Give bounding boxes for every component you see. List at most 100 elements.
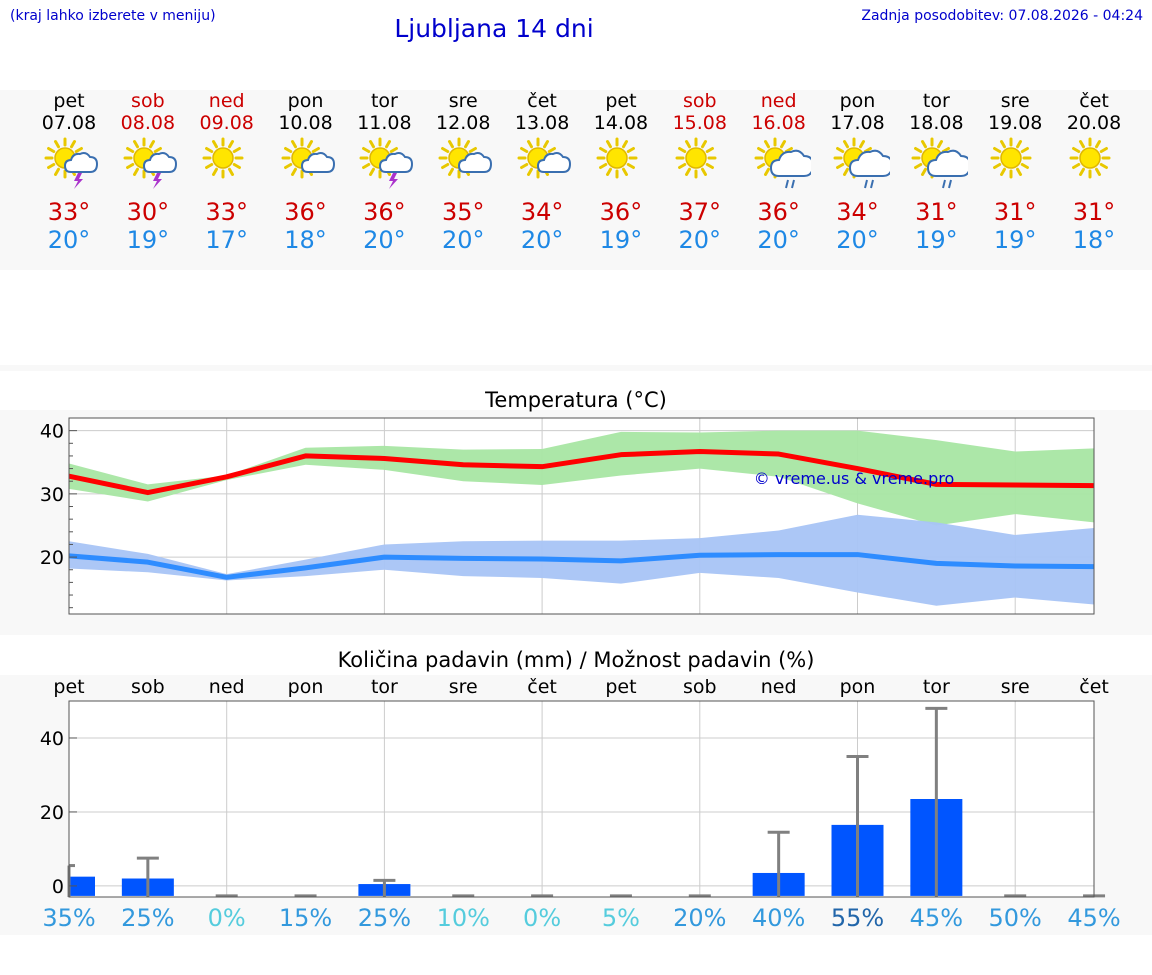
sun-icon xyxy=(987,136,1047,190)
min-temperature: 19° xyxy=(993,226,1037,254)
min-temperature: 18° xyxy=(1072,226,1116,254)
min-temperature: 20° xyxy=(363,226,406,254)
day-name: pon xyxy=(839,90,876,112)
sun-icon xyxy=(593,136,653,190)
min-temperature: 20° xyxy=(678,226,722,254)
max-temperature: 34° xyxy=(836,198,879,226)
y-tick-label: 20 xyxy=(40,547,64,569)
max-temperature: 33° xyxy=(47,198,91,226)
max-temperature: 31° xyxy=(1072,198,1116,226)
precipitation-probability: 10% xyxy=(436,904,490,932)
precipitation-probability: 35% xyxy=(42,904,96,932)
precipitation-probability: 20% xyxy=(673,904,727,932)
y-tick-label: 40 xyxy=(40,728,64,750)
sun-cloud-icon xyxy=(514,136,574,190)
precip-day-label: tor xyxy=(371,676,398,698)
sun-cloud-icon xyxy=(278,136,338,190)
min-temperature: 19° xyxy=(599,226,643,254)
day-name: čet xyxy=(527,90,557,112)
precipitation-probability: 25% xyxy=(121,904,175,932)
day-date: 07.08 xyxy=(41,112,97,134)
precipitation-probability: 15% xyxy=(278,904,333,932)
day-name: tor xyxy=(370,90,398,112)
min-temperature: 20° xyxy=(520,226,564,254)
sun-icon xyxy=(672,136,732,190)
sun-icon xyxy=(1066,136,1126,190)
day-date: 10.08 xyxy=(278,112,333,134)
last-updated: Zadnja posodobitev: 07.08.2026 - 04:24 xyxy=(861,8,1143,24)
temperature-plot-frame xyxy=(68,417,1095,615)
day-name: sob xyxy=(131,90,165,112)
page-title: Ljubljana 14 dni xyxy=(394,14,594,43)
precipitation-probability: 5% xyxy=(601,904,640,932)
max-temperature: 37° xyxy=(678,198,722,226)
day-name: pon xyxy=(287,90,324,112)
day-name: pet xyxy=(53,90,85,112)
sun-cloud-lightning-icon xyxy=(120,136,180,190)
precipitation-probability: 55% xyxy=(830,904,885,932)
precipitation-bar xyxy=(69,876,95,896)
temperature-chart-title: Temperatura (°C) xyxy=(485,388,667,412)
precip-day-label: sre xyxy=(449,676,478,698)
max-temperature: 36° xyxy=(757,198,800,226)
day-date: 16.08 xyxy=(751,112,806,134)
sun-cloud-icon xyxy=(435,136,495,190)
max-temperature: 31° xyxy=(993,198,1037,226)
max-temperature: 34° xyxy=(520,198,564,226)
precipitation-probability: 25% xyxy=(357,904,412,932)
precip-day-label: ned xyxy=(209,676,245,698)
day-date: 19.08 xyxy=(987,112,1043,134)
day-date: 13.08 xyxy=(514,112,570,134)
precipitation-probability: 50% xyxy=(988,904,1042,932)
precip-day-label: ned xyxy=(761,676,797,698)
precip-day-label: čet xyxy=(1079,676,1109,698)
precipitation-plot-frame xyxy=(68,700,1095,898)
min-temperature: 20° xyxy=(47,226,91,254)
max-temperature: 33° xyxy=(205,198,248,226)
day-name: tor xyxy=(922,90,950,112)
day-name: sre xyxy=(448,90,478,112)
precip-day-label: pon xyxy=(840,676,876,698)
day-date: 08.08 xyxy=(120,112,176,134)
day-name: ned xyxy=(208,90,245,112)
precip-day-label: pet xyxy=(53,676,84,698)
max-temperature: 36° xyxy=(599,198,643,226)
min-temperature: 20° xyxy=(836,226,879,254)
location-menu-hint: (kraj lahko izberete v meniju) xyxy=(10,8,216,24)
y-tick-label: 20 xyxy=(40,802,64,824)
precipitation-chart-title: Količina padavin (mm) / Možnost padavin … xyxy=(337,648,815,672)
y-tick-label: 0 xyxy=(52,876,64,898)
precip-day-label: sre xyxy=(1001,676,1030,698)
precip-day-label: sob xyxy=(683,676,717,698)
max-temperature: 31° xyxy=(915,198,958,226)
min-temperature-line xyxy=(68,552,1095,580)
sun-cloud-rain-icon xyxy=(830,136,893,190)
max-temperature-line xyxy=(68,449,1095,496)
min-temperature: 18° xyxy=(284,226,327,254)
sun-cloud-lightning-icon xyxy=(41,136,101,190)
day-name: ned xyxy=(760,90,797,112)
min-temperature: 19° xyxy=(126,226,170,254)
precip-day-label: pon xyxy=(288,676,324,698)
day-name: sob xyxy=(683,90,717,112)
max-temperature: 36° xyxy=(363,198,406,226)
day-date: 14.08 xyxy=(593,112,649,134)
precipitation-probability: 0% xyxy=(207,904,246,932)
precipitation-probability: 45% xyxy=(1067,904,1121,932)
sun-cloud-rain-icon xyxy=(908,136,972,190)
min-temperature: 19° xyxy=(915,226,958,254)
min-temperature: 17° xyxy=(205,226,248,254)
sun-cloud-lightning-icon xyxy=(356,136,416,190)
y-tick-label: 40 xyxy=(40,421,64,443)
day-date: 20.08 xyxy=(1066,112,1122,134)
precipitation-probability: 40% xyxy=(751,904,806,932)
day-name: čet xyxy=(1079,90,1109,112)
y-tick-label: 30 xyxy=(40,484,64,506)
day-date: 17.08 xyxy=(830,112,885,134)
day-name: sre xyxy=(1000,90,1030,112)
max-temperature: 35° xyxy=(441,198,485,226)
forecast-strip xyxy=(0,90,1152,270)
day-date: 09.08 xyxy=(199,112,254,134)
